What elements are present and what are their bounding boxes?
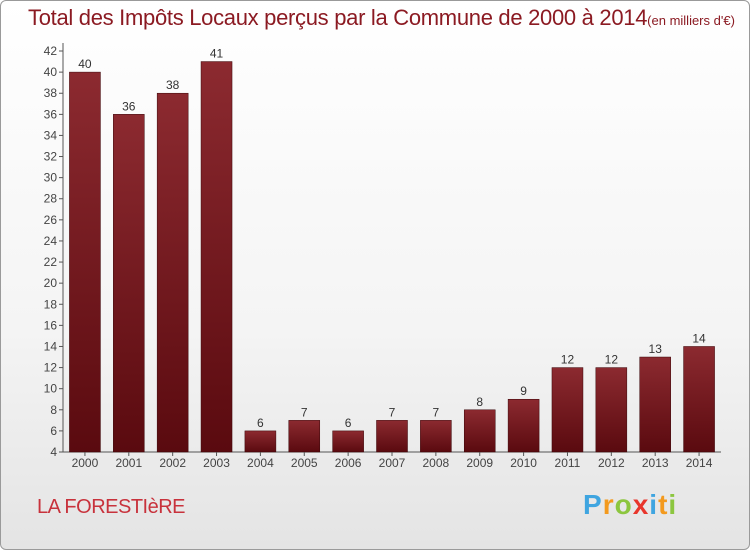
value-label-2001: 36	[122, 99, 136, 113]
value-label-2000: 40	[78, 57, 92, 71]
value-label-2002: 38	[166, 78, 180, 92]
commune-name: LA FORESTIèRE	[37, 496, 186, 518]
y-tick-label: 34	[44, 128, 58, 142]
y-tick-label: 38	[44, 86, 58, 100]
y-tick-label: 30	[44, 171, 58, 185]
y-tick-label: 40	[44, 65, 58, 79]
x-tick-label-2000: 2000	[72, 456, 99, 470]
chart-title-text: Total des Impôts Locaux perçus par la Co…	[28, 5, 648, 30]
logo-letter: i	[668, 489, 678, 520]
bar-2007	[376, 420, 408, 453]
y-tick-label: 24	[44, 234, 58, 248]
value-label-2007: 7	[389, 405, 396, 419]
bar-2001	[113, 114, 145, 453]
chart-unit: (en milliers d'€)	[647, 13, 735, 28]
x-tick-label-2003: 2003	[203, 456, 230, 470]
value-label-2005: 7	[301, 405, 308, 419]
y-tick-label: 26	[44, 213, 58, 227]
value-label-2003: 41	[210, 47, 224, 61]
x-tick-label-2007: 2007	[379, 456, 406, 470]
value-label-2012: 12	[605, 353, 619, 367]
x-tick-label-2002: 2002	[159, 456, 186, 470]
x-axis: 2000 2001 2002 2003 2004 2005 2006 2007 2008 2009…	[72, 452, 713, 470]
bars	[69, 61, 715, 453]
y-tick-label: 28	[44, 192, 58, 206]
bar-2012	[595, 367, 628, 453]
logo-letter: x	[632, 489, 650, 520]
chart-title: Total des Impôts Locaux perçus par la Co…	[28, 5, 735, 31]
y-tick-label: 16	[44, 318, 58, 332]
y-tick-label: 36	[44, 107, 58, 121]
y-tick-label: 6	[50, 424, 57, 438]
y-tick-label: 22	[44, 255, 58, 269]
value-label-2010: 9	[520, 384, 527, 398]
bar-2008	[420, 420, 452, 453]
y-tick-label: 10	[44, 382, 58, 396]
bar-2004	[244, 430, 277, 453]
logo-letter: t	[658, 489, 669, 520]
logo-letter: o	[614, 489, 633, 520]
bar-2013	[639, 356, 671, 453]
y-tick-label: 4	[50, 445, 57, 459]
bar-2011	[551, 367, 584, 453]
proxiti-logo: Proxiti	[583, 489, 677, 521]
bar-2000	[69, 71, 101, 453]
logo-letter: P	[583, 489, 603, 520]
logo-letter: i	[649, 489, 659, 520]
x-tick-label-2010: 2010	[510, 456, 537, 470]
bar-2010	[507, 398, 540, 453]
value-label-2014: 14	[692, 331, 706, 345]
bar-2009	[463, 409, 496, 453]
y-tick-label: 32	[44, 150, 58, 164]
y-tick-label: 14	[44, 339, 58, 353]
x-tick-label-2012: 2012	[598, 456, 625, 470]
x-tick-label-2005: 2005	[291, 456, 318, 470]
bar-2003	[200, 61, 233, 453]
x-tick-label-2009: 2009	[466, 456, 493, 470]
y-tick-label: 8	[50, 403, 57, 417]
y-tick-label: 20	[44, 276, 58, 290]
y-axis: 4 6 8 10 12 14 16 18 20 22 24 26 28 30 32 34 36 38 40 42	[44, 43, 721, 459]
y-tick-label: 18	[44, 297, 58, 311]
value-label-2011: 12	[561, 353, 575, 367]
x-tick-label-2011: 2011	[555, 456, 581, 470]
bar-2002	[156, 92, 189, 453]
value-label-2004: 6	[257, 416, 264, 430]
value-label-2008: 7	[433, 405, 440, 419]
bar-2005	[288, 420, 321, 453]
value-labels: 40 36 38 41 6 7 6 7 7 8 9 12 12 13 14	[78, 47, 706, 430]
value-label-2006: 6	[345, 416, 352, 430]
y-tick-label: 12	[44, 361, 58, 375]
x-tick-label-2001: 2001	[115, 456, 142, 470]
value-label-2009: 8	[476, 395, 483, 409]
x-tick-label-2013: 2013	[642, 456, 669, 470]
bar-2014	[683, 346, 715, 453]
value-label-2013: 13	[649, 342, 663, 356]
x-tick-label-2004: 2004	[247, 456, 274, 470]
x-tick-label-2008: 2008	[423, 456, 450, 470]
logo-letter: r	[602, 489, 615, 520]
bar-2006	[332, 430, 364, 453]
y-tick-label: 42	[44, 44, 58, 58]
x-tick-label-2014: 2014	[686, 456, 713, 470]
x-tick-label-2006: 2006	[335, 456, 362, 470]
